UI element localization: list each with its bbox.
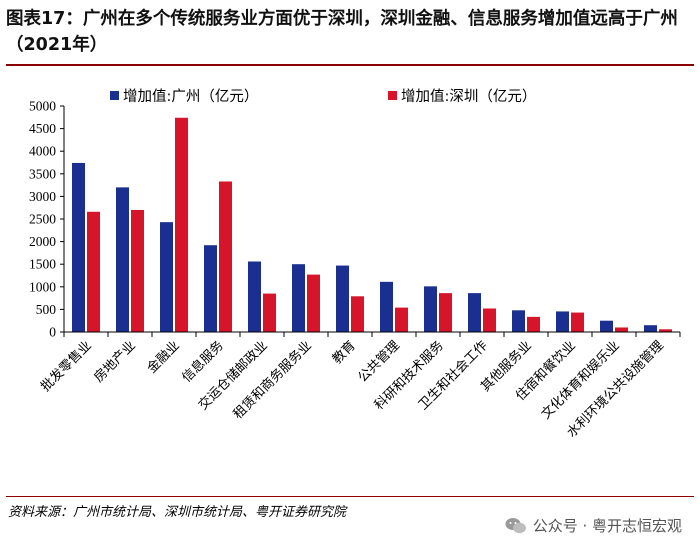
bar-guangzhou-10 [512, 310, 525, 332]
x-category-label: 文化体育和娱乐业 [538, 338, 623, 423]
x-category-label: 房地产业 [91, 338, 139, 386]
wechat-icon [505, 517, 526, 533]
legend: 增加值:广州（亿元） 增加值:深圳（亿元） [110, 88, 536, 105]
title-rule [6, 64, 694, 66]
x-category-label: 教育 [329, 338, 359, 368]
bar-guangzhou-9 [468, 293, 481, 332]
bar-shenzhen-12 [615, 327, 628, 332]
y-tick-label: 3500 [29, 166, 56, 181]
bar-guangzhou-11 [556, 311, 569, 332]
y-tick-label: 4000 [29, 144, 56, 159]
bar-shenzhen-6 [351, 296, 364, 332]
bar-shenzhen-9 [483, 308, 496, 332]
bar-shenzhen-13 [659, 329, 672, 332]
y-tick-label: 2500 [29, 212, 56, 227]
bar-guangzhou-8 [424, 286, 437, 332]
watermark-text: 公众号 · 粤开志恒宏观 [532, 517, 682, 535]
y-tick-label: 3000 [29, 189, 56, 204]
bar-guangzhou-7 [380, 281, 393, 332]
bar-guangzhou-12 [600, 320, 613, 332]
bar-guangzhou-0 [72, 162, 85, 332]
bar-shenzhen-3 [219, 181, 232, 332]
watermark: 公众号 · 粤开志恒宏观 [505, 515, 682, 536]
bar-shenzhen-10 [527, 316, 540, 332]
y-axis: 0 500 1000 1500 2000 2500 3000 3500 4000 4500 5000 [29, 99, 65, 340]
y-tick-label: 0 [49, 325, 56, 340]
bars [72, 117, 672, 332]
y-tick-label: 500 [36, 302, 57, 317]
chart-title: 图表17：广州在多个传统服务业方面优于深圳，深圳金融、信息服务增加值远高于广州（… [6, 9, 678, 55]
bar-shenzhen-5 [307, 274, 320, 332]
source-note: 资料来源：广州市统计局、深圳市统计局、粤开证券研究院 [8, 505, 347, 520]
bar-shenzhen-0 [87, 211, 100, 332]
legend-label-shenzhen: 增加值:深圳（亿元） [401, 88, 536, 105]
source-rule [6, 496, 694, 497]
y-tick-label: 1500 [29, 257, 56, 272]
bar-shenzhen-11 [571, 312, 584, 332]
bar-shenzhen-1 [131, 209, 144, 332]
bar-shenzhen-4 [263, 293, 276, 332]
bar-shenzhen-7 [395, 307, 408, 332]
x-category-label: 批发零售业 [38, 338, 95, 395]
bar-guangzhou-3 [204, 245, 217, 332]
y-tick-label: 4500 [29, 121, 56, 136]
bar-guangzhou-2 [160, 222, 173, 332]
legend-label-guangzhou: 增加值:广州（亿元） [123, 88, 258, 105]
y-tick-label: 5000 [29, 99, 56, 114]
bar-guangzhou-13 [644, 325, 657, 332]
x-category-label: 金融业 [144, 338, 183, 377]
bar-guangzhou-5 [292, 264, 305, 332]
bar-shenzhen-8 [439, 293, 452, 332]
bar-chart: 0 500 1000 1500 2000 2500 3000 3500 4000 4500 5000… [29, 88, 681, 441]
x-category-label: 租赁和商务服务业 [230, 338, 315, 423]
bar-shenzhen-2 [175, 117, 188, 332]
bar-guangzhou-4 [248, 261, 261, 332]
bar-guangzhou-1 [116, 187, 129, 332]
bar-guangzhou-6 [336, 265, 349, 332]
y-tick-label: 2000 [29, 234, 56, 249]
legend-swatch-shenzhen [388, 91, 397, 100]
legend-swatch-guangzhou [110, 91, 119, 100]
y-tick-label: 1000 [29, 279, 56, 294]
